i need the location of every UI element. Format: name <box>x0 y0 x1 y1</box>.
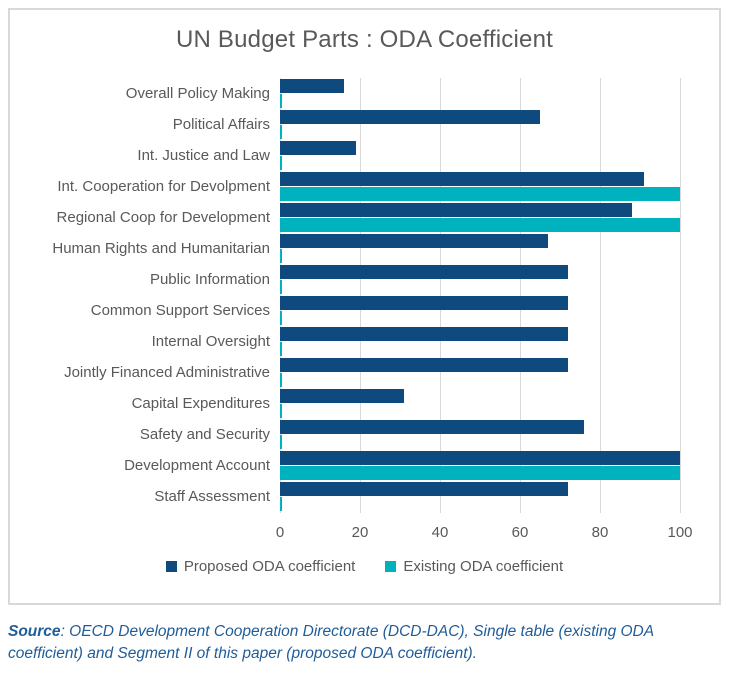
gridline <box>600 78 601 513</box>
category-label: Common Support Services <box>90 302 270 319</box>
category-label: Int. Cooperation for Devolpment <box>57 178 270 195</box>
bar-proposed <box>280 234 548 248</box>
legend-item-existing: Existing ODA coefficient <box>385 558 563 575</box>
x-tick-label: 60 <box>511 524 529 541</box>
source-note-text: : OECD Development Cooperation Directora… <box>8 623 654 662</box>
category-label: Development Account <box>124 457 270 474</box>
legend-swatch-icon <box>165 561 177 572</box>
bar-proposed <box>280 451 680 465</box>
category-label: Int. Justice and Law <box>137 147 270 164</box>
legend-label: Proposed ODA coefficient <box>183 558 356 575</box>
bar-existing <box>280 94 282 108</box>
bar-proposed <box>280 420 584 434</box>
bar-proposed <box>280 172 644 186</box>
legend: Proposed ODA coefficient Existing ODA coe… <box>10 558 719 575</box>
bar-existing <box>280 125 282 139</box>
bar-existing <box>280 497 282 511</box>
bar-proposed <box>280 389 404 403</box>
category-label: Overall Policy Making <box>125 85 270 102</box>
x-tick-label: 100 <box>667 524 693 541</box>
category-label: Regional Coop for Development <box>56 209 270 226</box>
x-tick-label: 0 <box>275 524 285 541</box>
bar-existing <box>280 311 282 325</box>
chart-title: UN Budget Parts : ODA Coefficient <box>176 26 553 53</box>
category-label: Jointly Financed Administrative <box>64 364 270 381</box>
legend-item-proposed: Proposed ODA coefficient <box>165 558 356 575</box>
category-label: Public Information <box>149 271 270 288</box>
category-label: Capital Expenditures <box>131 395 270 412</box>
bar-proposed <box>280 203 632 217</box>
bar-existing <box>280 373 282 387</box>
chart-card: UN Budget Parts : ODA Coefficient Overal… <box>8 8 721 605</box>
category-label: Staff Assessment <box>154 488 270 505</box>
bar-proposed <box>280 141 356 155</box>
gridline <box>680 78 681 513</box>
bar-existing <box>280 156 282 170</box>
legend-swatch-icon <box>385 561 397 572</box>
source-note: Source: OECD Development Cooperation Dir… <box>8 621 722 665</box>
gridline <box>520 78 521 513</box>
plot-area <box>280 78 681 513</box>
gridline <box>360 78 361 513</box>
bar-existing <box>280 404 282 418</box>
bar-existing <box>280 249 282 263</box>
bar-existing <box>280 435 282 449</box>
bar-proposed <box>280 110 540 124</box>
x-tick-label: 80 <box>591 524 609 541</box>
bar-proposed <box>280 482 568 496</box>
category-label: Internal Oversight <box>151 333 270 350</box>
bar-existing <box>280 466 680 480</box>
bar-existing <box>280 187 680 201</box>
gridline <box>440 78 441 513</box>
category-label: Political Affairs <box>172 116 270 133</box>
bar-existing <box>280 218 680 232</box>
bar-proposed <box>280 327 568 341</box>
bar-existing <box>280 342 282 356</box>
x-axis: 0 20 40 60 80 100 <box>276 524 693 544</box>
bar-existing <box>280 280 282 294</box>
gridline <box>280 78 281 513</box>
x-tick-label: 40 <box>431 524 449 541</box>
bar-proposed <box>280 358 568 372</box>
bar-proposed <box>280 265 568 279</box>
category-label: Human Rights and Humanitarian <box>52 240 270 257</box>
source-note-label: Source <box>8 623 61 640</box>
category-label: Safety and Security <box>139 426 270 443</box>
bar-proposed <box>280 79 344 93</box>
x-tick-label: 20 <box>351 524 369 541</box>
bar-proposed <box>280 296 568 310</box>
legend-label: Existing ODA coefficient <box>403 558 564 575</box>
